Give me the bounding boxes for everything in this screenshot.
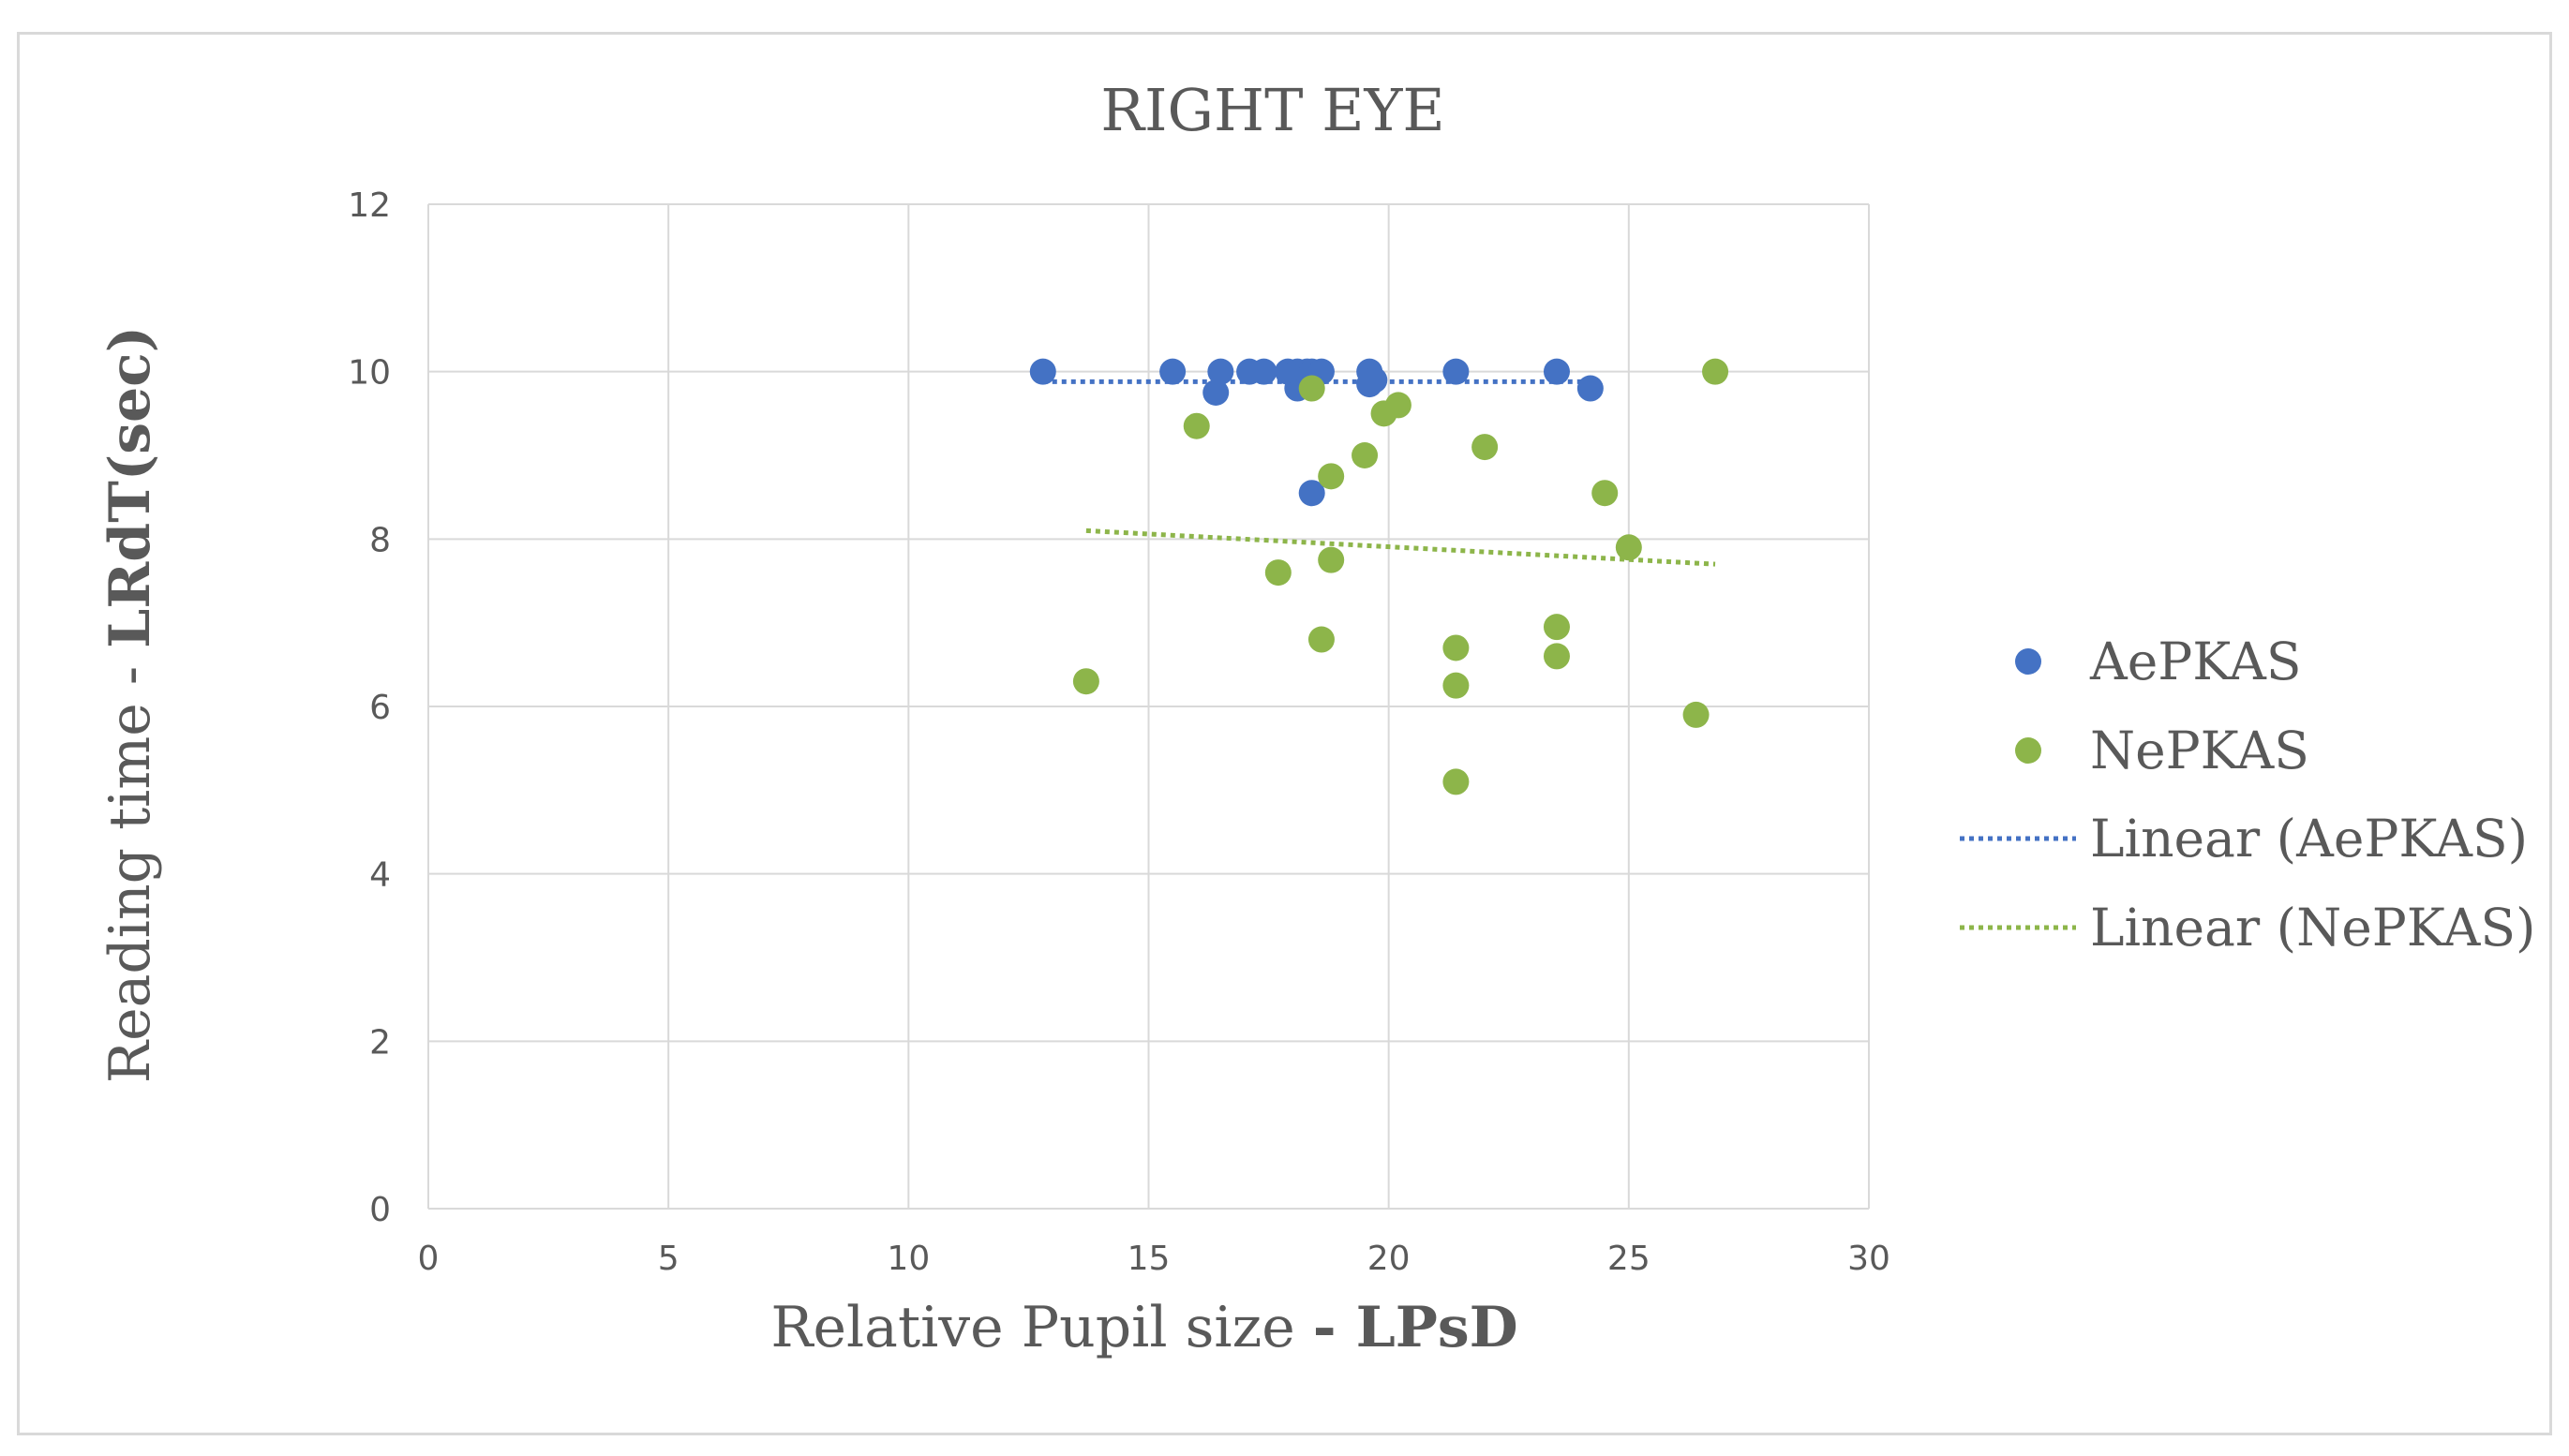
- tick-labels: 0 5 10 15 20 25 30 0 2 4 6 8 10 12: [348, 186, 1890, 1278]
- legend-label-linear-nepkas: Linear (NePKAS): [2090, 898, 2536, 958]
- legend-marker-nepkas: [2015, 737, 2041, 764]
- point-aepkas: [1361, 366, 1388, 394]
- y-tick-label: 4: [369, 856, 391, 895]
- x-axis-title: Relative Pupil size - LPsD: [770, 1295, 1517, 1360]
- y-tick-label: 10: [348, 354, 391, 393]
- point-nepkas: [1442, 672, 1470, 699]
- x-tick-label: 20: [1367, 1240, 1411, 1278]
- point-nepkas: [1442, 634, 1470, 661]
- point-nepkas: [1543, 643, 1570, 670]
- point-nepkas: [1264, 559, 1292, 587]
- point-aepkas: [1202, 379, 1230, 406]
- point-nepkas: [1352, 442, 1379, 468]
- legend-label-nepkas: NePKAS: [2090, 721, 2309, 780]
- point-nepkas: [1307, 626, 1335, 653]
- point-aepkas: [1250, 358, 1277, 385]
- chart-frame: RIGHT EYE 0 5 10 15 20 25 30 0 2 4 6 8 10 12 Relative…: [17, 32, 2552, 1435]
- scatter-chart: RIGHT EYE 0 5 10 15 20 25 30 0 2 4 6 8 10 12 Relative…: [97, 76, 2536, 1360]
- x-tick-label: 30: [1847, 1240, 1890, 1278]
- y-tick-label: 12: [348, 186, 391, 225]
- data-points: [1029, 358, 1729, 795]
- point-nepkas: [1615, 534, 1642, 561]
- point-nepkas: [1702, 358, 1729, 385]
- x-tick-label: 5: [658, 1240, 680, 1278]
- x-tick-label: 25: [1607, 1240, 1650, 1278]
- point-nepkas: [1072, 668, 1099, 695]
- legend: AePKAS NePKAS Linear (AePKAS) Linear (Ne…: [1960, 631, 2536, 958]
- trendline-nepkas: [1085, 527, 1716, 567]
- point-aepkas: [1576, 375, 1604, 402]
- point-nepkas: [1183, 412, 1210, 439]
- legend-label-aepkas: AePKAS: [2089, 631, 2302, 691]
- y-tick-label: 8: [369, 521, 391, 559]
- x-axis-title-main: Relative Pupil size: [770, 1295, 1312, 1360]
- y-axis-title-bold: LRdT(sec): [97, 326, 163, 648]
- y-tick-label: 0: [369, 1191, 391, 1229]
- point-aepkas: [1207, 358, 1234, 385]
- legend-label-linear-aepkas: Linear (AePKAS): [2090, 809, 2528, 869]
- y-axis-title-main: Reading time -: [97, 648, 163, 1083]
- point-aepkas: [1442, 358, 1470, 385]
- x-tick-label: 0: [418, 1240, 440, 1278]
- grid: [427, 203, 1870, 1210]
- y-axis-title: Reading time - LRdT(sec): [97, 326, 163, 1083]
- point-aepkas: [1029, 358, 1056, 385]
- x-axis-title-bold: - LPsD: [1313, 1295, 1518, 1360]
- point-nepkas: [1384, 392, 1411, 419]
- point-aepkas: [1298, 480, 1325, 507]
- point-nepkas: [1442, 768, 1470, 795]
- point-aepkas: [1543, 358, 1570, 385]
- point-nepkas: [1591, 480, 1619, 507]
- point-aepkas: [1159, 358, 1187, 385]
- point-nepkas: [1318, 546, 1345, 573]
- chart-title: RIGHT EYE: [1100, 76, 1444, 144]
- y-tick-label: 2: [369, 1023, 391, 1062]
- point-nepkas: [1318, 463, 1345, 490]
- legend-marker-aepkas: [2015, 648, 2041, 675]
- point-nepkas: [1298, 375, 1325, 402]
- x-tick-label: 10: [887, 1240, 930, 1278]
- point-nepkas: [1682, 701, 1710, 728]
- y-tick-label: 6: [369, 689, 391, 727]
- x-tick-label: 15: [1128, 1240, 1171, 1278]
- point-nepkas: [1471, 434, 1499, 461]
- point-nepkas: [1543, 614, 1570, 641]
